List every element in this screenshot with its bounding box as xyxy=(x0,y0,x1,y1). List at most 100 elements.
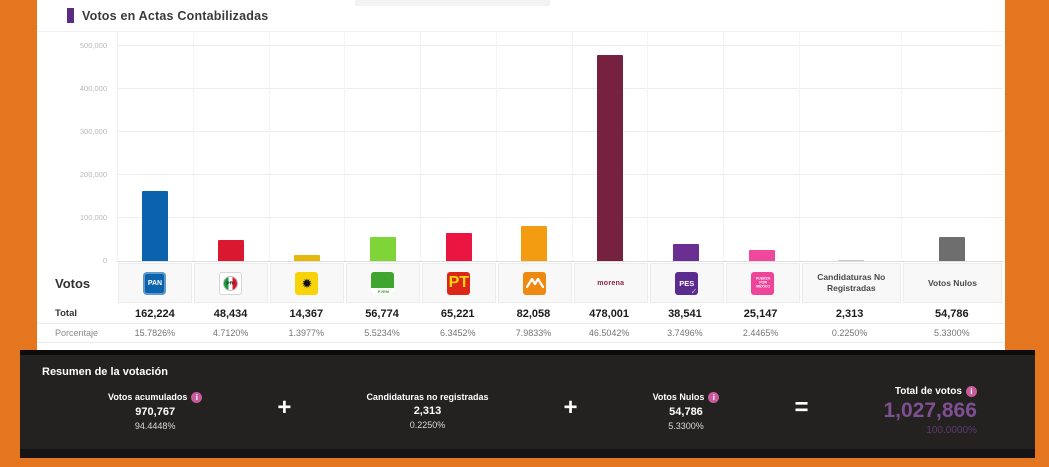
summary-pct-votos-nulos: 5.3300% xyxy=(668,420,704,431)
results-table: Votos PAN PRI ✹ PVEM PT morena PES ✓ FUERZA POR … xyxy=(37,262,1005,343)
plus-operator: + xyxy=(563,394,578,421)
section-title: Votos en Actas Contabilizadas xyxy=(82,8,269,23)
percentage-cell-mc: 7.9833% xyxy=(515,328,552,338)
summary-label-votos-acumulados: Votos acumulados i xyxy=(108,391,203,403)
bar-nulos xyxy=(939,237,966,261)
chart-column-cnr xyxy=(800,32,902,261)
percentage-cell-prd: 1.3977% xyxy=(288,328,325,338)
gridline xyxy=(118,131,1003,132)
y-tick-label: 200,000 xyxy=(79,170,107,179)
percentage-cell-pt: 6.3452% xyxy=(439,328,476,338)
party-logo-pan: PAN xyxy=(143,271,167,295)
gridline xyxy=(118,217,1003,218)
chart-column-pt xyxy=(421,32,497,261)
total-row-label: Total xyxy=(55,308,77,319)
votes-row-label-cell: Votos xyxy=(37,262,117,304)
summary-item-votos-acumulados: Votos acumulados i 970,767 94.4448% xyxy=(108,391,203,431)
logo-cell-nulos: Votos Nulos xyxy=(902,263,1003,303)
top-remnant-bar xyxy=(355,0,550,6)
total-cell-pri: 48,434 xyxy=(213,307,248,320)
bar-pt xyxy=(445,232,472,261)
info-icon[interactable]: i xyxy=(191,391,203,403)
logo-cell-cnr: Candidaturas No Registradas xyxy=(801,263,901,303)
bar-cnr xyxy=(837,260,864,261)
total-cell-pvem: 56,774 xyxy=(365,307,399,320)
logo-cell-fxm: FUERZA POR MÉXICO xyxy=(725,263,800,303)
pri-logo-text: PRI xyxy=(226,280,236,286)
chart-column-prd xyxy=(270,32,346,261)
party-logo-morena: morena xyxy=(597,279,625,287)
summary-value-votos-acumulados: 970,767 xyxy=(135,405,176,418)
chart-column-pan xyxy=(118,32,194,261)
bar-pan xyxy=(142,191,169,261)
summary-item-votos-nulos: Votos Nulos i 54,786 5.3300% xyxy=(653,391,720,431)
total-row: Total 162,224 48,434 14,367 56,774 65,221 82,… xyxy=(37,304,1005,324)
party-logo-pvem: PVEM xyxy=(371,271,395,295)
percentage-cell-morena: 46.5042% xyxy=(588,328,630,338)
y-tick-label: 0 xyxy=(102,256,107,265)
info-icon[interactable]: i xyxy=(708,391,720,403)
party-logo-prd: ✹ xyxy=(295,271,319,295)
logo-cell-pes: PES ✓ xyxy=(649,263,724,303)
column-label-nulos: Votos Nulos xyxy=(927,277,977,288)
summary-label-total-de-votos: Total de votos i xyxy=(883,386,977,397)
bar-pri xyxy=(218,240,245,261)
total-cell-prd: 14,367 xyxy=(289,307,324,320)
summary-pct-votos-acumulados: 94.4448% xyxy=(134,420,176,431)
summary-value-candidaturas-no-registradas: 2,313 xyxy=(413,405,442,417)
summary-label-votos-nulos: Votos Nulos i xyxy=(653,391,720,403)
percentage-row-label: Porcentaje xyxy=(55,328,99,338)
total-cell-pan: 162,224 xyxy=(134,307,175,320)
y-tick-label: 500,000 xyxy=(79,41,107,50)
votes-bar-chart: 0 100,000 200,000 300,000 400,000 500,000 xyxy=(37,32,1005,265)
party-logo-row: Votos PAN PRI ✹ PVEM PT morena PES ✓ FUERZA POR … xyxy=(37,262,1005,304)
gridline xyxy=(118,174,1003,175)
chart-column-fxm xyxy=(724,32,801,261)
info-icon[interactable]: i xyxy=(965,386,977,397)
total-cell-fxm: 25,147 xyxy=(743,307,778,320)
percentage-cell-pes: 3.7496% xyxy=(667,328,703,338)
chart-column-mc xyxy=(497,32,573,261)
logo-cell-pan: PAN xyxy=(118,263,192,303)
y-axis: 0 100,000 200,000 300,000 400,000 500,000 xyxy=(37,32,117,265)
chart-column-pes xyxy=(648,32,725,261)
bar-fxm xyxy=(748,250,775,261)
results-card: Votos en Actas Contabilizadas 0 100,000 20… xyxy=(37,0,1005,352)
party-logo-mc xyxy=(523,271,547,295)
summary-label-candidaturas-no-registradas: Candidaturas no registradas xyxy=(366,392,489,402)
total-cell-pes: 38,541 xyxy=(668,307,702,320)
summary-panel: Resumen de la votación Votos acumulados i… xyxy=(20,350,1035,458)
equals-operator: = xyxy=(794,394,809,421)
votes-row-label: Votos xyxy=(55,275,91,291)
total-cell-morena: 478,001 xyxy=(589,307,630,320)
summary-row: Votos acumulados i 970,767 94.4448% + Candida… xyxy=(20,378,1035,436)
total-cell-cnr: 2,313 xyxy=(835,307,864,320)
percentage-row: Porcentaje 15.7826% 4.7120% 1.3977% 5.5234%… xyxy=(37,324,1005,343)
party-logo-pt: PT xyxy=(447,271,471,295)
percentage-cells: 15.7826% 4.7120% 1.3977% 5.5234% 6.3452% 7.98… xyxy=(117,324,1005,342)
pvem-logo-text: PVEM xyxy=(371,287,395,295)
section-accent-bar xyxy=(67,8,74,23)
summary-item-candidaturas-no-registradas: Candidaturas no registradas 2,313 0.2250% xyxy=(366,392,488,430)
party-logo-fxm: FUERZA POR MÉXICO xyxy=(751,271,775,295)
y-tick-label: 400,000 xyxy=(79,84,107,93)
summary-item-total-de-votos: Total de votos i 1,027,866 100.0000% xyxy=(883,386,977,436)
bar-pes xyxy=(672,244,699,261)
plus-operator: + xyxy=(277,394,292,421)
chart-column-nulos xyxy=(902,32,1003,261)
percentage-cell-pan: 15.7826% xyxy=(134,328,176,338)
column-label-cnr: Candidaturas No Registradas xyxy=(817,272,886,293)
percentage-row-label-cell: Porcentaje xyxy=(37,324,117,342)
chart-column-pvem xyxy=(345,32,422,261)
mc-eagle-icon xyxy=(525,277,544,289)
bar-prd xyxy=(293,254,320,261)
y-tick-label: 300,000 xyxy=(79,127,107,136)
logo-cell-morena: morena xyxy=(573,263,648,303)
bar-morena xyxy=(597,55,624,261)
bar-mc xyxy=(521,225,548,261)
party-logo-cells: PAN PRI ✹ PVEM PT morena PES ✓ FUERZA POR MÉXICO… xyxy=(117,262,1005,304)
logo-cell-pt: PT xyxy=(421,263,496,303)
chart-columns xyxy=(118,32,1003,261)
pri-tricolor-circle: PRI xyxy=(223,275,239,291)
